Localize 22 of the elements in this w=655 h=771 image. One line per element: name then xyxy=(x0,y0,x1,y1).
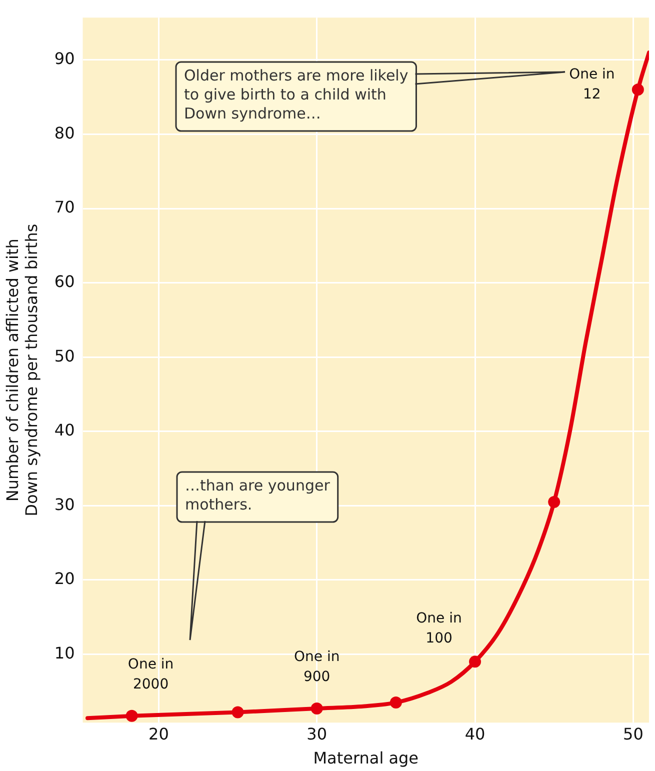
y-tick-label: 50 xyxy=(54,346,75,366)
y-axis-title: Number of children afflicted with Down syndrome per thousand births xyxy=(2,224,41,516)
y-tick-label: 60 xyxy=(54,272,75,291)
line-series xyxy=(86,50,649,720)
x-tick-label: 50 xyxy=(623,724,644,744)
y-tick-label: 10 xyxy=(54,643,75,662)
y-tick-label: 30 xyxy=(54,494,75,514)
annotation: One in 12 xyxy=(569,66,615,102)
annotation: One in 100 xyxy=(416,610,462,646)
y-tick-label: 70 xyxy=(54,198,75,217)
x-tick-label: 20 xyxy=(148,724,169,744)
annotation: One in 2000 xyxy=(128,656,174,693)
x-tick-label: 30 xyxy=(306,724,328,744)
y-tick-label: 40 xyxy=(54,420,75,440)
x-tick-label: 40 xyxy=(464,724,486,744)
annotation: One in 900 xyxy=(294,649,340,686)
annotation: …than are younger mothers. xyxy=(185,476,331,514)
x-axis-title: Maternal age xyxy=(313,748,419,768)
y-tick-label: 80 xyxy=(54,123,75,142)
y-tick-label: 20 xyxy=(54,569,75,588)
y-tick-label: 90 xyxy=(54,49,75,68)
annotation: Older mothers are more likely to give birth to a child with Down syndrome… xyxy=(184,66,408,122)
